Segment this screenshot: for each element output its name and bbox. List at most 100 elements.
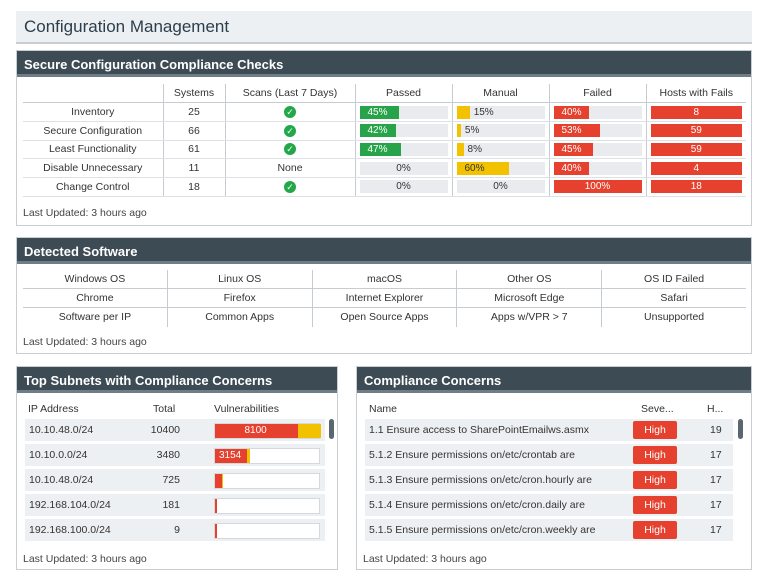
table-row[interactable]: 192.168.104.0/24 181: [25, 494, 325, 516]
column-header-total[interactable]: Total: [153, 403, 176, 415]
hosts-with-fails-cell[interactable]: 8: [645, 102, 746, 122]
manual-cell[interactable]: 5%: [451, 121, 549, 141]
passed-bar: 0%: [359, 161, 448, 175]
column-header-scans[interactable]: Scans (Last 7 Days): [224, 84, 355, 104]
vulnerabilities-bar[interactable]: [214, 523, 320, 539]
passed-cell[interactable]: 42%: [354, 121, 452, 141]
list-item[interactable]: 5.1.4 Ensure permissions on/etc/cron.dai…: [365, 494, 733, 516]
concern-name[interactable]: 5.1.5 Ensure permissions on/etc/cron.wee…: [369, 524, 596, 536]
software-item[interactable]: Firefox: [166, 289, 312, 307]
software-item[interactable]: OS ID Failed: [601, 270, 746, 288]
failed-cell[interactable]: 53%: [548, 121, 646, 141]
failed-bar: 53%: [553, 124, 642, 138]
failed-cell[interactable]: 40%: [548, 102, 646, 122]
column-header-vulnerabilities[interactable]: Vulnerabilities: [214, 403, 279, 415]
ip-address[interactable]: 10.10.48.0/24: [29, 424, 94, 436]
table-row[interactable]: 10.10.0.0/24 3480 3154: [25, 444, 325, 466]
software-item[interactable]: Microsoft Edge: [456, 289, 601, 307]
vulnerabilities-bar[interactable]: 8100: [214, 423, 321, 439]
passed-cell[interactable]: 0%: [354, 177, 452, 197]
ip-address[interactable]: 192.168.104.0/24: [29, 499, 111, 511]
column-header-manual[interactable]: Manual: [451, 84, 549, 104]
column-header-hosts[interactable]: H...: [707, 403, 724, 415]
list-item[interactable]: 5.1.2 Ensure permissions on/etc/crontab …: [365, 444, 733, 466]
list-item[interactable]: 1.1 Ensure access to SharePointEmailws.a…: [365, 419, 733, 441]
table-row[interactable]: 10.10.48.0/24 725: [25, 469, 325, 491]
column-header-systems[interactable]: Systems: [162, 84, 225, 104]
software-item[interactable]: Apps w/VPR > 7: [456, 308, 601, 327]
failed-cell[interactable]: 45%: [548, 140, 646, 160]
software-item[interactable]: Software per IP: [58, 311, 132, 323]
vulnerabilities-bar[interactable]: [214, 498, 320, 514]
passed-label: 42%: [367, 125, 388, 137]
passed-cell[interactable]: 0%: [354, 158, 452, 178]
table-row[interactable]: Least Functionality 61 ✓ 47% 8% 45% 59: [23, 140, 746, 160]
check-name[interactable]: Change Control: [23, 177, 163, 197]
column-header-ip[interactable]: IP Address: [28, 403, 79, 415]
scrollbar[interactable]: [738, 419, 743, 439]
manual-cell[interactable]: 8%: [451, 140, 549, 160]
software-item[interactable]: Common Apps: [166, 308, 312, 327]
hosts-with-fails-cell[interactable]: 4: [645, 158, 746, 178]
failed-cell[interactable]: 40%: [548, 158, 646, 178]
check-name[interactable]: Inventory: [23, 102, 163, 122]
software-item[interactable]: Unsupported: [601, 308, 746, 327]
software-item[interactable]: Internet Explorer: [311, 289, 457, 307]
hosts-with-fails-cell[interactable]: 59: [645, 121, 746, 141]
manual-label: 5%: [464, 125, 480, 137]
passed-bar-fill: [359, 105, 400, 119]
concern-name[interactable]: 5.1.2 Ensure permissions on/etc/crontab …: [369, 449, 576, 461]
passed-cell[interactable]: 47%: [354, 140, 452, 160]
concern-name[interactable]: 5.1.3 Ensure permissions on/etc/cron.hou…: [369, 474, 592, 486]
vulnerabilities-bar[interactable]: 3154: [214, 448, 320, 464]
ip-address[interactable]: 10.10.48.0/24: [29, 474, 94, 486]
table-row[interactable]: Inventory 25 ✓ 45% 15% 40% 8: [23, 102, 746, 122]
table-row[interactable]: Change Control 18 ✓ 0% 0% 100% 18: [23, 177, 746, 197]
column-header-hosts-with-fails[interactable]: Hosts with Fails: [645, 84, 746, 104]
vulnerabilities-bar[interactable]: [214, 473, 320, 489]
column-header-failed[interactable]: Failed: [548, 84, 646, 104]
ip-address[interactable]: 192.168.100.0/24: [29, 524, 111, 536]
column-header-name[interactable]: Name: [369, 403, 398, 415]
hosts-with-fails-cell[interactable]: 18: [645, 177, 746, 197]
manual-cell[interactable]: 0%: [451, 177, 549, 197]
manual-cell[interactable]: 15%: [451, 102, 549, 122]
concern-name[interactable]: 5.1.4 Ensure permissions on/etc/cron.dai…: [369, 499, 585, 511]
passed-cell[interactable]: 45%: [354, 102, 452, 122]
column-header-passed[interactable]: Passed: [354, 84, 452, 104]
scrollbar[interactable]: [329, 419, 334, 439]
software-item[interactable]: Safari: [601, 289, 746, 307]
check-name[interactable]: Least Functionality: [23, 140, 163, 160]
manual-cell[interactable]: 60%: [451, 158, 549, 178]
table-row[interactable]: 192.168.100.0/24 9: [25, 519, 325, 541]
hosts-with-fails-bar: 4: [650, 161, 742, 175]
software-item[interactable]: Other OS: [456, 270, 601, 288]
table-row[interactable]: Disable Unnecessary 11 None 0% 60% 40% 4: [23, 158, 746, 178]
list-item[interactable]: 5.1.3 Ensure permissions on/etc/cron.hou…: [365, 469, 733, 491]
check-name[interactable]: Secure Configuration: [23, 121, 163, 141]
software-item[interactable]: Windows OS: [64, 273, 126, 285]
failed-bar: 40%: [553, 161, 642, 175]
column-header-severity[interactable]: Seve...: [641, 403, 674, 415]
ip-address[interactable]: 10.10.0.0/24: [29, 449, 88, 461]
failed-cell[interactable]: 100%: [548, 177, 646, 197]
critical-fill: [215, 474, 222, 488]
software-item[interactable]: Chrome: [76, 292, 114, 304]
concern-name[interactable]: 1.1 Ensure access to SharePointEmailws.a…: [369, 424, 590, 436]
severity-badge: High: [633, 496, 677, 514]
software-item[interactable]: Linux OS: [166, 270, 312, 288]
table-row[interactable]: Secure Configuration 66 ✓ 42% 5% 53% 59: [23, 121, 746, 141]
critical-fill: [215, 499, 217, 513]
scans-cell: ✓: [224, 140, 355, 160]
hosts-with-fails-cell[interactable]: 59: [645, 140, 746, 160]
check-name[interactable]: Disable Unnecessary: [23, 158, 163, 178]
check-circle-icon: ✓: [284, 106, 296, 119]
hosts-with-fails-bar: 59: [650, 142, 742, 156]
list-item[interactable]: 5.1.5 Ensure permissions on/etc/cron.wee…: [365, 519, 733, 541]
total-count: 725: [162, 474, 180, 486]
compliance-checks-table: Systems Scans (Last 7 Days) Passed Manua…: [23, 84, 746, 197]
failed-bar: 40%: [553, 105, 642, 119]
table-row[interactable]: 10.10.48.0/24 10400 8100: [25, 419, 325, 441]
software-item[interactable]: macOS: [311, 270, 457, 288]
software-item[interactable]: Open Source Apps: [311, 308, 457, 327]
